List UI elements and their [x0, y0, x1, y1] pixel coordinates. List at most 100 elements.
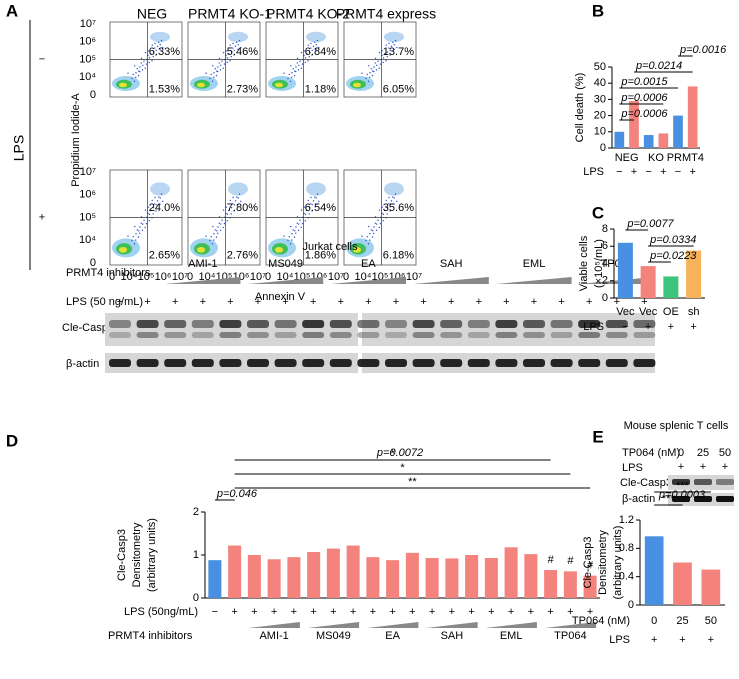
x-tick-label: + [370, 606, 376, 618]
blot-band [191, 359, 214, 367]
x-tick-label: 10⁷ [406, 271, 422, 283]
blot-band [412, 332, 435, 338]
blot-title: Jurkat cells [302, 241, 358, 253]
bar [643, 135, 654, 148]
x-tick-label: + [350, 606, 356, 618]
event-dot [369, 76, 371, 79]
blot-band [523, 320, 545, 328]
event-dot [386, 51, 389, 53]
event-dot [221, 60, 223, 62]
event-dot [213, 239, 215, 241]
event-dot [308, 206, 311, 209]
blot-band [550, 359, 573, 367]
y-tick-label: 30 [594, 93, 606, 105]
bar-note: # [587, 560, 594, 572]
event-dot [209, 239, 211, 242]
x-tick-label: + [271, 606, 277, 618]
event-dot [370, 229, 372, 231]
event-dot [294, 230, 296, 232]
event-dot [162, 46, 164, 49]
blot-band [247, 320, 269, 328]
event-dot [386, 206, 389, 209]
event-dot [222, 67, 224, 69]
dose: 0 [678, 447, 684, 459]
event-dot [372, 70, 374, 72]
y-axis-label: Cell death (%) [574, 73, 586, 143]
event-dot [131, 239, 133, 242]
event-dot [148, 219, 150, 222]
event-dot [145, 63, 148, 65]
event-dot [365, 239, 367, 242]
x-tick-label: + [389, 606, 395, 618]
event-dot [386, 55, 388, 58]
bar [465, 555, 479, 598]
y-tick-label: 10⁶ [79, 36, 96, 48]
event-dot [308, 55, 310, 58]
x-axis-label: Annexin V [255, 291, 306, 303]
bar [686, 250, 702, 298]
row-value: + [679, 634, 685, 646]
event-dot [379, 222, 382, 225]
event-dot [378, 51, 381, 54]
row-label: LPS (50ng/mL) [124, 606, 198, 618]
event-dot [148, 57, 151, 59]
lps-sign: + [503, 296, 509, 308]
inhibitor-name: MS049 [268, 258, 303, 270]
event-dot [214, 229, 216, 231]
event-dot [155, 49, 157, 52]
event-dot [381, 206, 383, 208]
event-dot [223, 222, 226, 225]
x-tick-label: 25 [676, 615, 688, 627]
event-dot [288, 235, 290, 238]
event-dot [377, 219, 379, 221]
event-dot [296, 57, 299, 60]
panel-label: A [6, 1, 18, 20]
event-dot [314, 196, 316, 198]
group-label: AMI-1 [259, 630, 288, 642]
row-value: + [708, 634, 714, 646]
blot-band [633, 332, 656, 338]
event-dot [230, 213, 232, 215]
event-dot [237, 203, 239, 205]
blot-band [605, 332, 628, 338]
dose-wedge [248, 622, 300, 628]
comparison-label: p=0.0015 [620, 76, 668, 88]
event-dot [132, 73, 134, 76]
event-dot [318, 200, 320, 203]
blot-band [385, 359, 407, 367]
blot-band [385, 332, 407, 338]
event-dot [205, 235, 207, 237]
lps-sign: + [282, 296, 288, 308]
comparison-label: p=0.0077 [626, 218, 674, 230]
x-tick-label: 10⁴ [121, 271, 138, 283]
quadrant-percent: 6.84% [305, 46, 336, 58]
blot-band [495, 359, 518, 367]
event-dot [394, 39, 397, 42]
event-dot [392, 196, 394, 198]
group-label: KO [648, 152, 664, 164]
event-cloud [275, 246, 283, 253]
event-dot [294, 70, 296, 72]
comparison-label: * [390, 448, 395, 460]
lps-sign: + [641, 296, 647, 308]
row-value: + [668, 321, 674, 333]
event-dot [150, 209, 152, 212]
event-cloud [197, 246, 205, 253]
blot-band [136, 332, 159, 338]
event-dot [131, 77, 133, 80]
event-dot [392, 41, 394, 44]
event-dot [298, 223, 300, 225]
row-label: LPS [583, 321, 604, 333]
blot-band [219, 359, 242, 367]
blot-band [467, 320, 490, 328]
bar [208, 560, 222, 598]
bar [640, 266, 656, 298]
event-dot [136, 229, 138, 231]
y-axis-label: Cle-Casp3 [116, 529, 128, 581]
event-dot [310, 203, 312, 205]
inhibitor-label: PRMT4 inhibitors [66, 267, 151, 279]
x-tick-label: 10⁵ [138, 271, 155, 283]
event-dot [303, 206, 305, 208]
x-tick-label: 10⁴ [355, 271, 372, 283]
event-dot [222, 51, 225, 54]
